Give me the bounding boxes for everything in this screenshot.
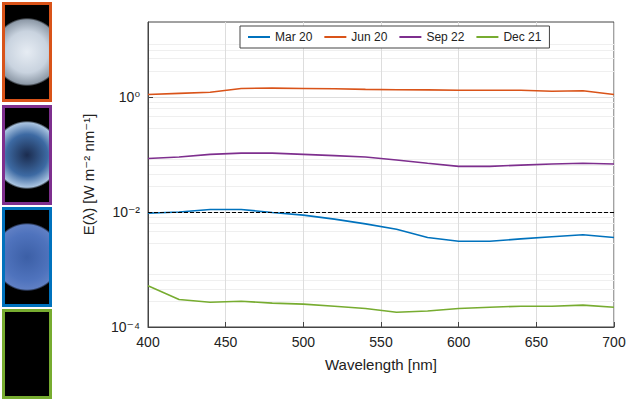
- svg-text:600: 600: [447, 334, 471, 350]
- svg-text:400: 400: [136, 334, 160, 350]
- svg-text:Mar 20: Mar 20: [275, 30, 313, 44]
- svg-text:10⁻⁴: 10⁻⁴: [111, 319, 140, 335]
- svg-text:500: 500: [292, 334, 316, 350]
- svg-text:Wavelength [nm]: Wavelength [nm]: [325, 356, 437, 373]
- svg-text:10⁰: 10⁰: [119, 89, 141, 105]
- svg-text:450: 450: [214, 334, 238, 350]
- svg-text:Sep 22: Sep 22: [426, 30, 464, 44]
- svg-text:550: 550: [369, 334, 393, 350]
- svg-text:Dec 21: Dec 21: [503, 30, 541, 44]
- svg-text:Jun 20: Jun 20: [351, 30, 387, 44]
- svg-text:E(λ) [W m⁻² nm⁻¹]: E(λ) [W m⁻² nm⁻¹]: [80, 114, 97, 236]
- svg-text:10⁻²: 10⁻²: [112, 204, 140, 220]
- svg-text:700: 700: [602, 334, 626, 350]
- svg-text:650: 650: [525, 334, 549, 350]
